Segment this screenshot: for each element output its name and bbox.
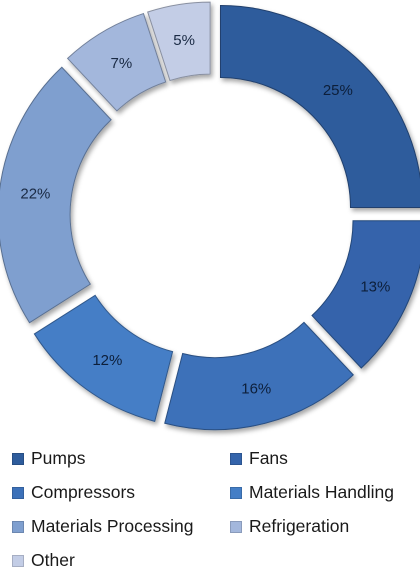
slice-materials-processing [0,66,112,324]
slice-label-fans: 13% [360,279,390,296]
slice-label-pumps: 25% [323,82,353,99]
slice-label-other: 5% [173,32,195,49]
slice-fans [311,220,420,369]
legend-label-materials-processing: Materials Processing [31,516,194,536]
slice-pumps [219,5,420,209]
legend-label-other: Other [31,550,75,570]
slice-label-compressors: 16% [241,380,271,397]
slice-label-refrigeration: 7% [111,55,133,72]
legend-label-pumps: Pumps [31,448,86,468]
legend-swatch-refrigeration [230,520,242,533]
legend-label-compressors: Compressors [31,482,136,502]
legend-swatch-pumps [12,452,24,465]
donut-labels: 25% 13% 16% 12% 22% 7% 5% [20,32,390,397]
legend-swatch-compressors [12,486,24,499]
legend-item-materials-handling: Materials Handling [230,482,394,503]
slice-label-materials-processing: 22% [20,186,50,203]
legend-item-other: Other [12,550,75,571]
slice-refrigeration [66,12,167,112]
legend-swatch-fans [230,452,242,465]
legend-label-refrigeration: Refrigeration [249,516,350,536]
legend-item-compressors: Compressors [12,482,135,503]
legend-swatch-materials-handling [230,486,242,499]
legend-item-fans: Fans [230,448,288,469]
legend-label-fans: Fans [249,448,288,468]
legend-item-materials-processing: Materials Processing [12,516,193,537]
slice-label-materials-handling: 12% [92,352,122,369]
legend-label-materials-handling: Materials Handling [249,482,394,502]
slice-other [147,1,211,82]
legend-swatch-other [12,554,24,567]
legend-item-refrigeration: Refrigeration [230,516,349,537]
donut-slices [0,1,420,431]
legend-swatch-materials-processing [12,520,24,533]
slice-materials-handling [33,294,174,422]
donut-chart: 25% 13% 16% 12% 22% 7% 5% [0,1,420,431]
legend-item-pumps: Pumps [12,448,85,469]
slice-compressors [164,321,354,431]
